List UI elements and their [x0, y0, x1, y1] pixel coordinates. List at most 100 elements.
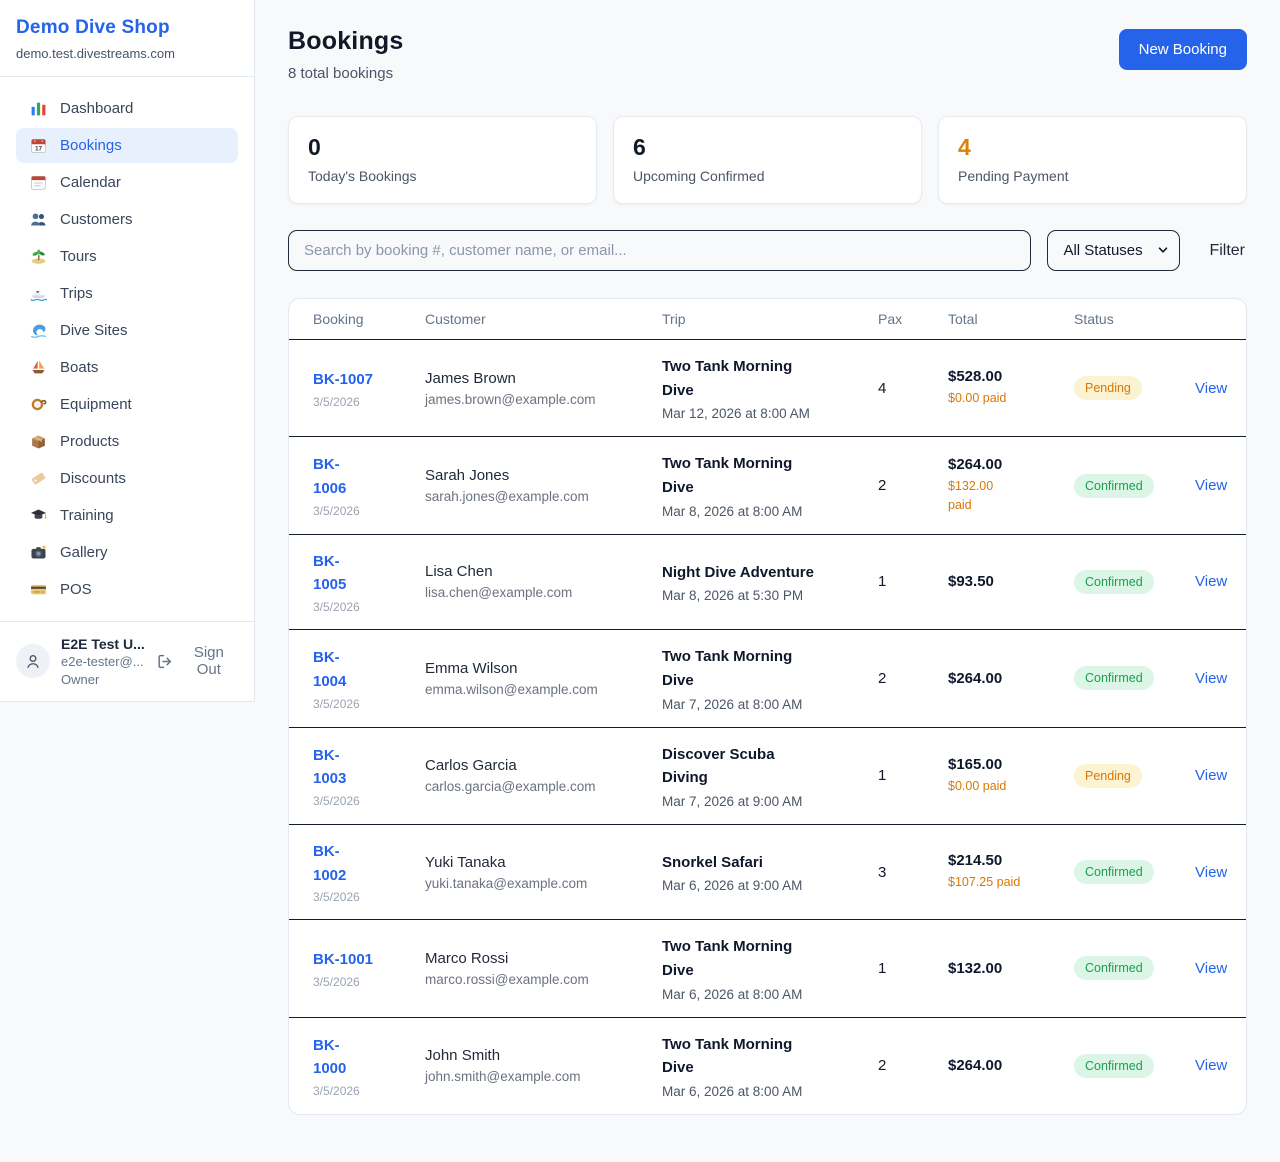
sidebar-item-label: Calendar	[60, 174, 121, 191]
trip-datetime: Mar 7, 2026 at 8:00 AM	[662, 696, 803, 712]
booking-date: 3/5/2026	[313, 793, 360, 808]
sidebar-item-pos[interactable]: POS	[16, 572, 238, 607]
view-link[interactable]: View	[1195, 573, 1228, 591]
calendar-icon	[30, 174, 47, 191]
stat-card-today-s-bookings: 0 Today's Bookings	[288, 116, 597, 204]
sidebar-item-equipment[interactable]: Equipment	[16, 387, 238, 422]
trip-datetime: Mar 6, 2026 at 8:00 AM	[662, 1084, 803, 1099]
booking-number-link[interactable]: BK- 1004	[313, 649, 347, 690]
person-icon	[27, 655, 39, 669]
stats-row: 0 Today's Bookings 6 Upcoming Confirmed 4 Pen…	[288, 116, 1247, 204]
brand-domain: demo.test.divestreams.com	[16, 46, 175, 61]
sidebar-item-dive-sites[interactable]: Dive Sites	[16, 313, 238, 348]
customer-name: Marco Rossi	[425, 949, 509, 967]
customer-email: james.brown@example.com	[425, 391, 596, 407]
view-link[interactable]: View	[1195, 379, 1228, 397]
total-amount: $264.00	[948, 456, 1003, 474]
pax-count: 4	[878, 379, 887, 397]
sailboat-icon	[30, 359, 47, 376]
customer-email: emma.wilson@example.com	[425, 681, 598, 697]
status-select[interactable]: All Statuses	[1047, 230, 1181, 271]
pax-count: 1	[878, 959, 887, 977]
customer-email: yuki.tanaka@example.com	[425, 875, 588, 891]
status-badge: Confirmed	[1074, 666, 1154, 691]
sidebar-item-label: Dashboard	[60, 100, 134, 117]
sidebar-item-gallery[interactable]: Gallery	[16, 535, 238, 570]
paid-amount: $132.00 paid	[948, 479, 994, 513]
booking-number-link[interactable]: BK- 1002	[313, 842, 347, 884]
sidebar-item-label: POS	[60, 581, 92, 598]
booking-number-link[interactable]: BK- 1006	[313, 456, 347, 498]
sign-out-icon	[156, 653, 173, 670]
trip-datetime: Mar 12, 2026 at 8:00 AM	[662, 406, 810, 422]
customer-email: marco.rossi@example.com	[425, 971, 589, 987]
stat-label: Upcoming Confirmed	[633, 168, 765, 184]
pax-count: 3	[878, 863, 887, 881]
customer-name: Carlos Garcia	[425, 757, 517, 775]
booking-date: 3/5/2026	[313, 890, 360, 905]
sidebar-item-label: Trips	[60, 285, 93, 302]
booking-number-link[interactable]: BK- 1003	[313, 746, 347, 788]
user-meta: E2E Test U... e2e-tester@... Owner	[61, 635, 145, 688]
trip-name: Two Tank Morning Dive	[662, 455, 793, 497]
sidebar-item-label: Equipment	[60, 396, 132, 413]
status-badge: Confirmed	[1074, 860, 1154, 885]
dive-mask-icon	[30, 396, 47, 413]
main-content: Bookings 8 total bookings New Booking 0 T…	[255, 0, 1280, 1115]
customer-name: Lisa Chen	[425, 563, 493, 581]
new-booking-button[interactable]: New Booking	[1118, 29, 1247, 70]
stat-value: 0	[308, 134, 321, 160]
trip-datetime: Mar 8, 2026 at 5:30 PM	[662, 588, 804, 604]
sidebar-item-products[interactable]: Products	[16, 424, 238, 459]
search-input[interactable]	[288, 230, 1032, 271]
sidebar-item-training[interactable]: Training	[16, 498, 238, 533]
page-header: Bookings 8 total bookings New Booking	[288, 27, 1247, 82]
svg-text:17: 17	[35, 146, 43, 153]
sidebar-item-dashboard[interactable]: Dashboard	[16, 91, 238, 126]
booking-row: BK-1001 3/5/2026 Marco Rossi marco.rossi@ex…	[289, 919, 1246, 1018]
booking-row: BK- 1006 3/5/2026 Sarah Jones sarah.jones@ex…	[289, 436, 1246, 535]
view-link[interactable]: View	[1195, 669, 1228, 687]
column-header-pax: Pax	[878, 299, 948, 340]
booking-date: 3/5/2026	[313, 394, 360, 409]
booking-number-link[interactable]: BK-1001	[313, 951, 374, 969]
status-badge: Confirmed	[1074, 1053, 1154, 1078]
sidebar-item-customers[interactable]: Customers	[16, 202, 238, 237]
booking-number-link[interactable]: BK- 1000	[313, 1036, 347, 1078]
sidebar-item-label: Bookings	[60, 137, 122, 154]
paid-amount: $107.25 paid	[948, 875, 1021, 890]
sidebar-item-tours[interactable]: Tours	[16, 239, 238, 274]
trip-name: Night Dive Adventure	[662, 563, 814, 581]
stat-card-upcoming-confirmed: 6 Upcoming Confirmed	[613, 116, 922, 204]
sidebar-item-label: Products	[60, 433, 120, 450]
view-link[interactable]: View	[1195, 959, 1228, 977]
sign-out-button[interactable]: Sign Out	[156, 640, 238, 682]
sidebar-item-calendar[interactable]: Calendar	[16, 165, 238, 200]
column-header-trip: Trip	[662, 299, 878, 340]
customer-email: lisa.chen@example.com	[425, 585, 573, 601]
view-link[interactable]: View	[1195, 767, 1228, 785]
stat-label: Today's Bookings	[308, 168, 417, 184]
sidebar-item-bookings[interactable]: 17 Bookings	[16, 128, 238, 163]
sidebar-item-discounts[interactable]: Discounts	[16, 461, 238, 496]
filter-button[interactable]: Filter	[1207, 236, 1247, 266]
brand-block: Demo Dive Shop demo.test.divestreams.com	[0, 0, 254, 76]
booking-number-link[interactable]: BK-1007	[313, 370, 374, 388]
trip-name: Two Tank Morning Dive	[662, 938, 793, 979]
booking-row: BK- 1005 3/5/2026 Lisa Chen lisa.chen@exampl…	[289, 534, 1246, 631]
status-badge: Confirmed	[1074, 956, 1154, 981]
bookings-table-card: Booking Customer Trip Pax Total Status BK-100…	[288, 298, 1247, 1115]
view-link[interactable]: View	[1195, 1057, 1228, 1075]
booking-number-link[interactable]: BK- 1005	[313, 552, 347, 594]
view-link[interactable]: View	[1195, 477, 1228, 495]
sidebar-user-footer: E2E Test U... e2e-tester@... Owner Sign …	[0, 621, 254, 701]
pax-count: 2	[878, 669, 887, 687]
table-header: Booking Customer Trip Pax Total Status	[289, 299, 1246, 340]
people-icon	[30, 211, 47, 228]
sidebar-item-boats[interactable]: Boats	[16, 350, 238, 385]
booking-row: BK-1007 3/5/2026 James Brown james.brown@ex…	[289, 339, 1246, 438]
customer-name: James Brown	[425, 369, 516, 387]
sidebar-item-trips[interactable]: Trips	[16, 276, 238, 311]
status-badge: Confirmed	[1074, 569, 1154, 594]
view-link[interactable]: View	[1195, 863, 1228, 881]
